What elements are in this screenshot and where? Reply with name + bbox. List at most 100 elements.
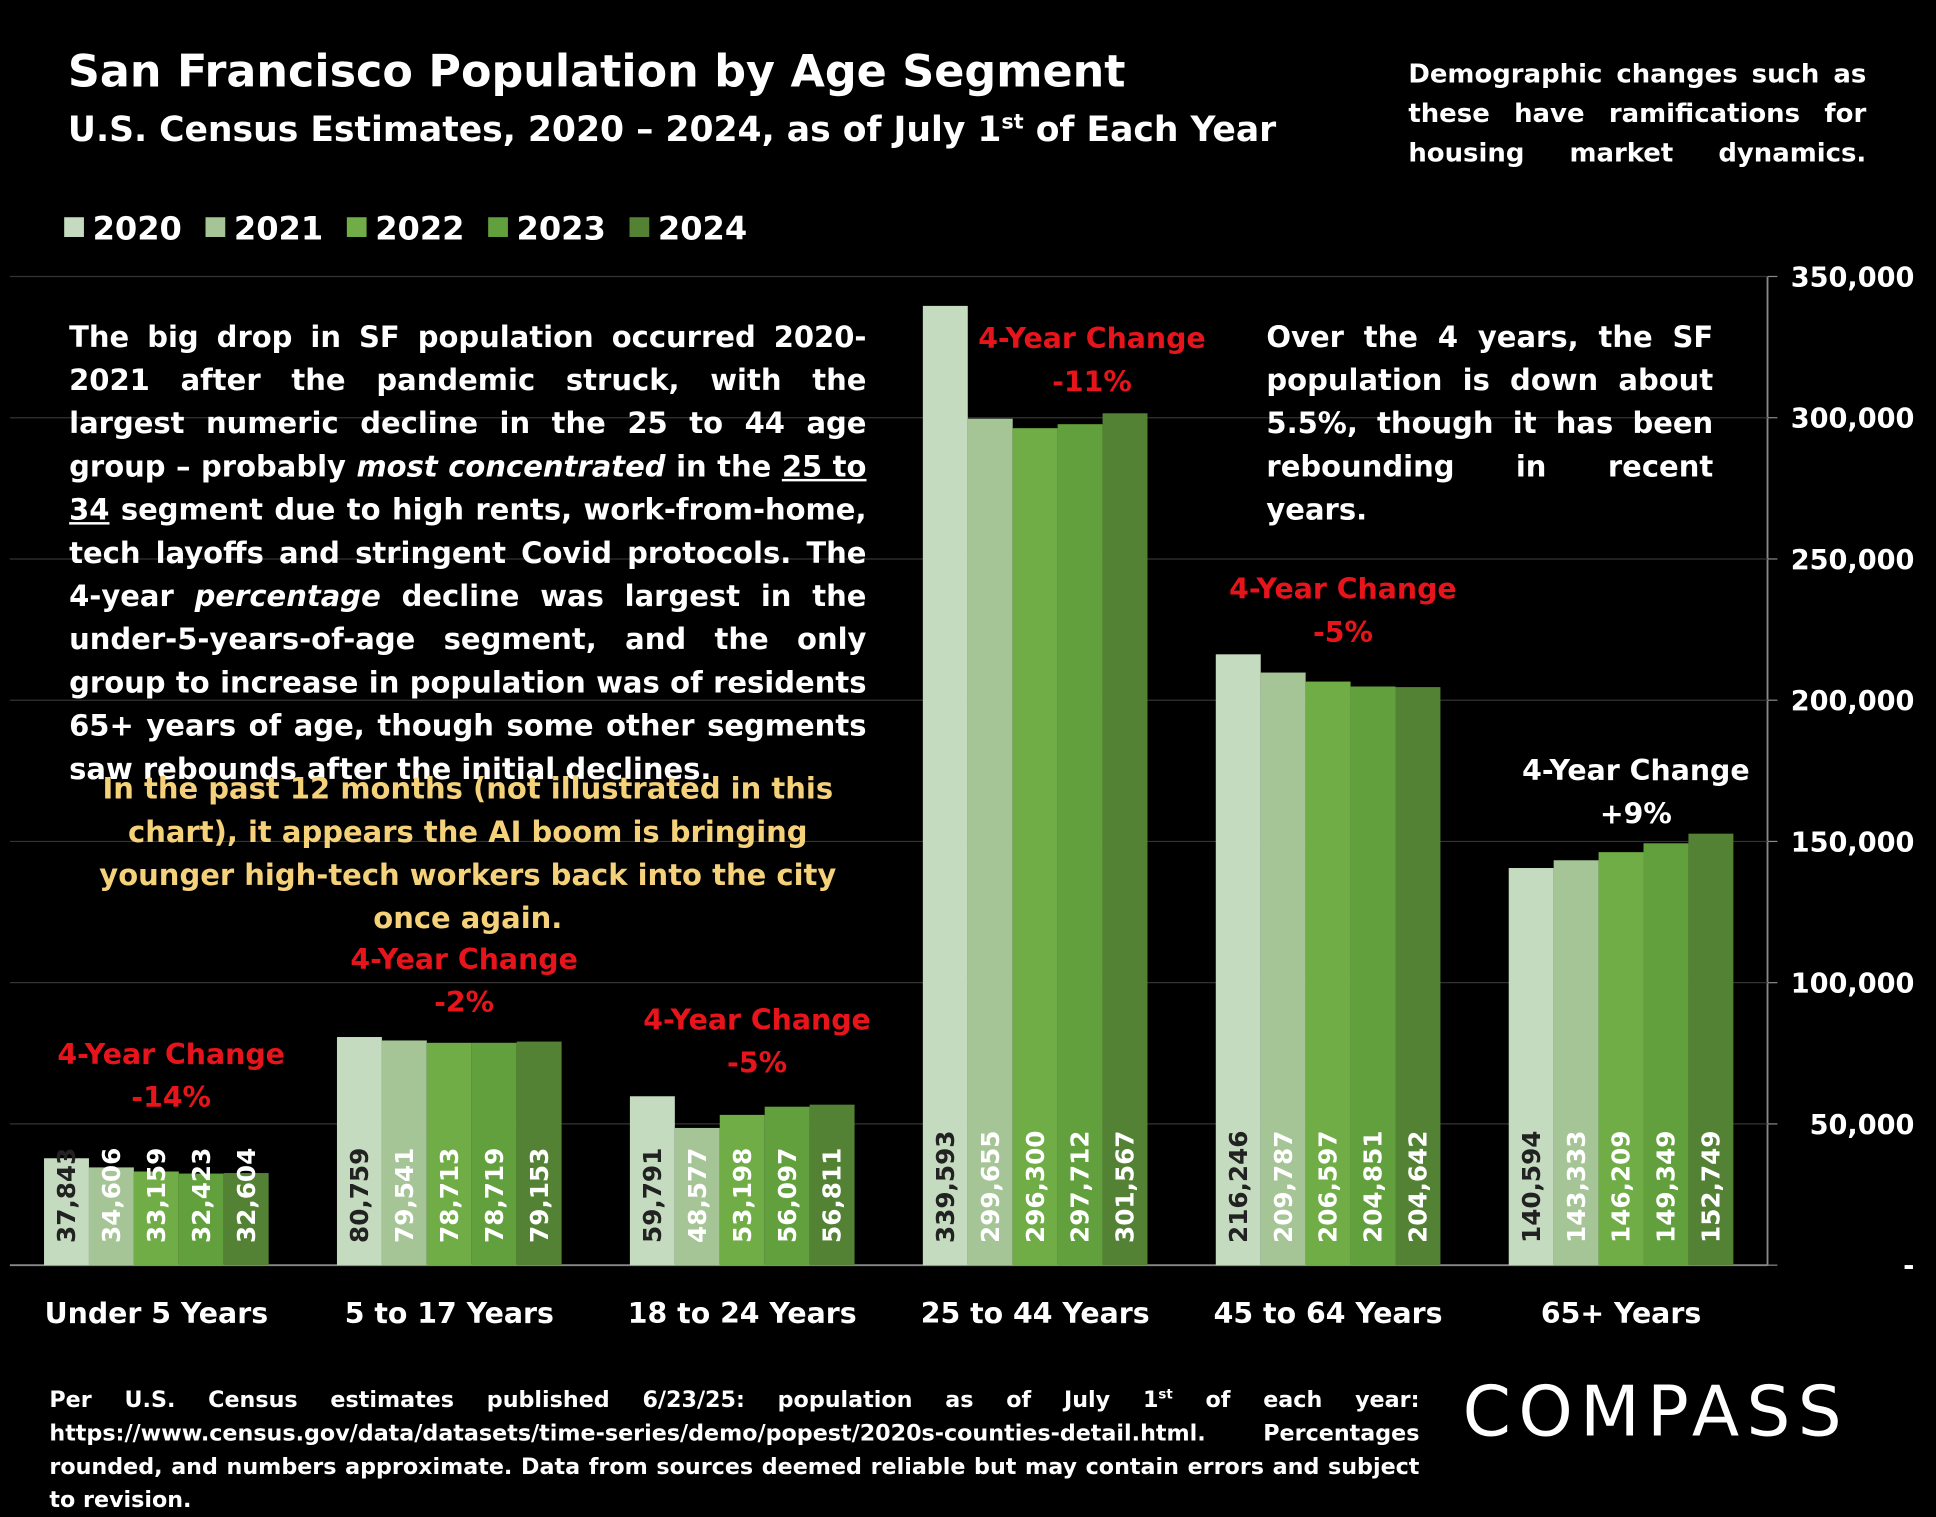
value-label: 152,749: [1697, 1131, 1726, 1243]
value-label: 149,349: [1652, 1131, 1681, 1243]
bar: [967, 418, 1013, 1266]
value-label: 140,594: [1517, 1131, 1546, 1243]
bar: [516, 1041, 562, 1266]
value-label: 296,300: [1021, 1131, 1050, 1243]
bar: [1508, 868, 1554, 1266]
legend-swatch: [205, 217, 226, 237]
annotation-title: 4-Year Change: [350, 943, 577, 976]
bar: [1553, 860, 1599, 1266]
text: of each year: https://www.census.gov/dat…: [49, 1387, 1420, 1514]
text: Per U.S. Census estimates published 6/23…: [49, 1387, 1159, 1414]
note: Demographic changes such as these have r…: [1408, 59, 1867, 168]
annotation-change: -5%: [1313, 616, 1373, 649]
text-underline: 25 to 34: [69, 449, 867, 528]
y-tick-label: 300,000: [1791, 404, 1915, 435]
footnote: Per U.S. Census estimates published 6/23…: [49, 1377, 1419, 1516]
y-tick-label: 100,000: [1791, 969, 1915, 1000]
annotation-title: 4-Year Change: [1522, 754, 1749, 787]
bar: [223, 1173, 269, 1266]
value-label: 204,642: [1404, 1131, 1433, 1243]
value-label: 78,713: [435, 1148, 464, 1243]
legend-swatch: [346, 217, 367, 237]
subtitle-text: of Each Year: [1023, 109, 1277, 150]
y-tick-label: 50,000: [1810, 1110, 1915, 1141]
annotation-change: +9%: [1600, 797, 1672, 830]
bar: [1350, 686, 1396, 1266]
bar: [1598, 852, 1644, 1266]
bar: [674, 1127, 720, 1266]
bar: [719, 1114, 765, 1266]
legend-swatch: [488, 217, 508, 237]
bar: [1395, 687, 1441, 1266]
value-label: 32,604: [232, 1148, 261, 1243]
commentary: The big drop in SF population occurred 2…: [69, 316, 866, 791]
bar: [381, 1040, 427, 1266]
legend-label: 2023: [517, 209, 606, 247]
value-label: 80,759: [345, 1148, 374, 1243]
value-label: 204,851: [1359, 1131, 1388, 1243]
value-label: 299,655: [976, 1131, 1005, 1243]
annotation-title: 4-Year Change: [643, 1003, 870, 1036]
bar: [133, 1171, 179, 1266]
value-label: 78,719: [480, 1148, 509, 1243]
text-italic: percentage: [194, 578, 381, 614]
value-label: 143,333: [1562, 1131, 1591, 1243]
value-label: 56,811: [818, 1148, 847, 1243]
value-label: 209,787: [1269, 1131, 1298, 1243]
bar: [809, 1104, 855, 1266]
legend-label: 2022: [375, 209, 464, 247]
y-tick-label: 150,000: [1791, 827, 1915, 858]
bar: [1643, 843, 1689, 1266]
x-tick-label: 5 to 17 Years: [345, 1297, 554, 1330]
bar: [1305, 681, 1351, 1266]
value-label: 33,159: [142, 1148, 171, 1243]
bar: [426, 1042, 472, 1266]
annotation-change: -5%: [727, 1047, 787, 1080]
value-label: 32,423: [187, 1148, 216, 1243]
value-label: 37,843: [52, 1148, 81, 1243]
legend-swatch: [629, 217, 650, 237]
text: decline was largest in the under-5-years…: [69, 578, 867, 787]
value-label: 79,153: [525, 1148, 554, 1243]
y-tick-label: 250,000: [1791, 545, 1915, 576]
bar: [1057, 424, 1103, 1266]
bar: [1260, 672, 1306, 1266]
annotation-change: -2%: [434, 986, 494, 1019]
annotation-title: 4-Year Change: [57, 1038, 284, 1071]
subtitle: U.S. Census Estimates, 2020 – 2024, as o…: [68, 109, 1276, 150]
value-label: 59,791: [638, 1148, 667, 1243]
annotation-change: -14%: [131, 1081, 211, 1114]
bar: [1688, 833, 1734, 1266]
text: in the: [665, 449, 782, 484]
legend-label: 2024: [658, 209, 747, 247]
text: segment due to high rents, work-from-hom…: [69, 492, 867, 614]
bar: [764, 1106, 810, 1266]
y-tick-label: 200,000: [1791, 686, 1915, 717]
bar: [178, 1173, 224, 1266]
annotation-change: -11%: [1052, 365, 1132, 398]
y-tick-label: 350,000: [1791, 262, 1915, 293]
legend-swatch: [64, 217, 84, 237]
subtitle-text: U.S. Census Estimates, 2020 – 2024, as o…: [67, 109, 1002, 150]
x-tick-label: Under 5 Years: [45, 1297, 269, 1330]
highlight-note: In the past 12 months (not illustrated i…: [99, 771, 837, 936]
value-label: 34,606: [97, 1148, 126, 1243]
bar: [1012, 428, 1058, 1266]
x-tick-label: 65+ Years: [1541, 1297, 1701, 1330]
value-label: 206,597: [1314, 1131, 1343, 1243]
x-tick-label: 25 to 44 Years: [921, 1297, 1150, 1330]
logo: COMPASS: [1462, 1372, 1850, 1453]
bar: [44, 1158, 89, 1266]
bar: [1215, 654, 1261, 1266]
subtitle-sup: st: [1001, 108, 1024, 134]
value-label: 48,577: [683, 1148, 712, 1243]
text: The big drop in SF population occurred 2…: [69, 319, 867, 484]
x-tick-label: 18 to 24 Years: [628, 1297, 857, 1330]
value-label: 301,567: [1111, 1131, 1140, 1243]
bar: [629, 1096, 675, 1266]
bar: [471, 1042, 517, 1266]
bar: [336, 1037, 382, 1266]
y-tick-label: -: [1903, 1251, 1914, 1282]
title: San Francisco Population by Age Segment: [67, 46, 1126, 98]
